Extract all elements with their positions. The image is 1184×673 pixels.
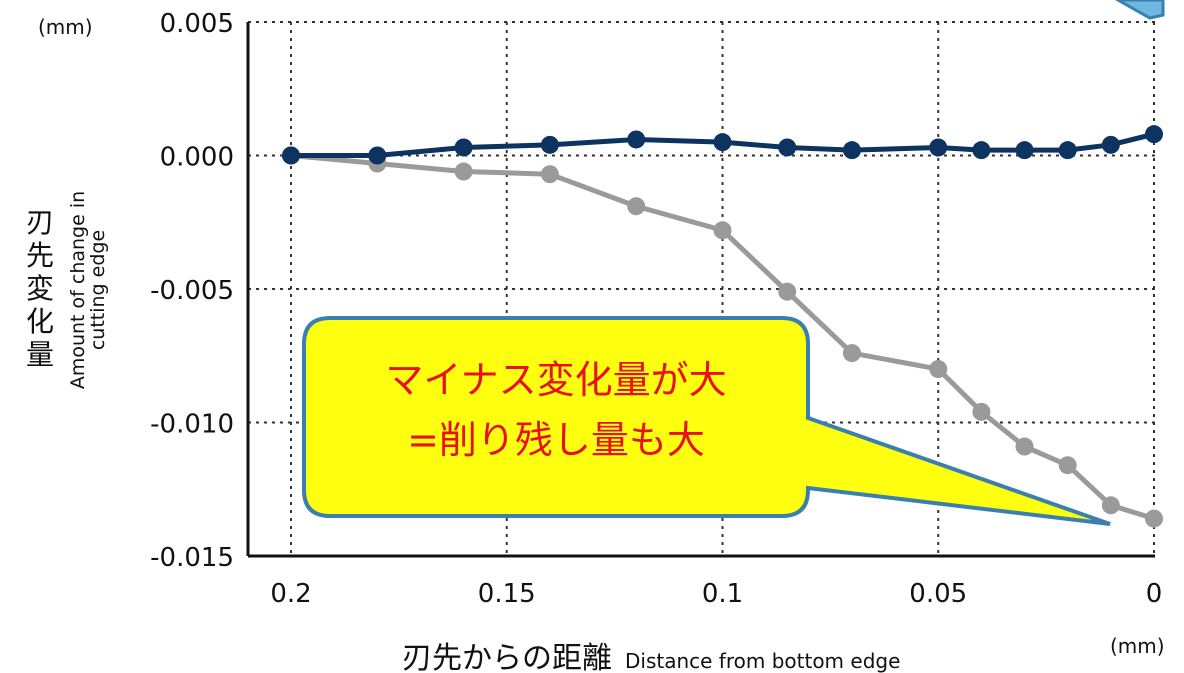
callout: マイナス変化量が大 =削り残し量も大 <box>302 316 1111 526</box>
callout-line-2: =削り残し量も大 <box>407 418 705 462</box>
y-axis-label-en-line2: cutting edge <box>87 230 109 350</box>
data-point <box>842 141 861 160</box>
series-layer <box>282 125 1163 528</box>
data-point <box>713 221 732 240</box>
series-0 <box>282 125 1163 165</box>
x-tick-label: 0 <box>1146 579 1163 609</box>
data-point <box>1015 437 1034 456</box>
arrow-fragment-icon <box>1114 0 1165 20</box>
x-tick-label: 0.05 <box>909 579 967 609</box>
data-point <box>713 133 732 152</box>
data-point <box>778 282 797 301</box>
y-tick-labels: 0.005 0.000 -0.005 -0.010 -0.015 <box>150 9 234 573</box>
y-tick-label: 0.005 <box>160 9 234 39</box>
chart-grid <box>248 21 1155 556</box>
data-point <box>454 138 473 157</box>
callout-bubble <box>302 316 1111 526</box>
data-point <box>282 146 300 165</box>
data-point <box>1145 509 1163 528</box>
data-point <box>454 162 473 181</box>
data-point <box>368 146 387 165</box>
data-point <box>1058 456 1077 475</box>
y-tick-label: -0.015 <box>150 543 234 573</box>
x-tick-labels: 0.2 0.15 0.1 0.05 0 <box>270 579 1162 609</box>
x-tick-label: 0.2 <box>270 579 311 609</box>
y-tick-label: -0.005 <box>150 276 234 306</box>
x-axis-label-ja: 刃先からの距離 <box>402 641 612 673</box>
data-point <box>1058 141 1077 160</box>
data-point <box>929 360 948 379</box>
data-point <box>842 344 861 363</box>
data-point <box>540 135 559 154</box>
x-tick-label: 0.1 <box>702 579 743 609</box>
series-1 <box>282 146 1163 528</box>
y-tick-label: 0.000 <box>160 143 234 173</box>
y-tick-label: -0.010 <box>150 410 234 440</box>
data-point <box>1101 496 1120 515</box>
y-axis-label-ja: 刃先変化量 <box>26 206 54 371</box>
data-point <box>1015 141 1034 160</box>
data-point <box>1101 135 1120 154</box>
data-point <box>627 130 646 149</box>
data-point <box>972 402 991 421</box>
x-unit-label: (mm) <box>1110 634 1165 658</box>
data-point <box>929 138 948 157</box>
data-point <box>972 141 991 160</box>
callout-line-1: マイナス変化量が大 <box>385 358 726 402</box>
data-point <box>778 138 797 157</box>
data-point <box>1145 125 1163 144</box>
data-point <box>540 165 559 184</box>
x-axis-label-en: Distance from bottom edge <box>625 649 900 673</box>
x-tick-label: 0.15 <box>478 579 536 609</box>
y-unit-label: (mm) <box>38 15 93 39</box>
y-axis-label-en-line1: Amount of change in <box>67 191 89 389</box>
data-point <box>627 197 646 216</box>
